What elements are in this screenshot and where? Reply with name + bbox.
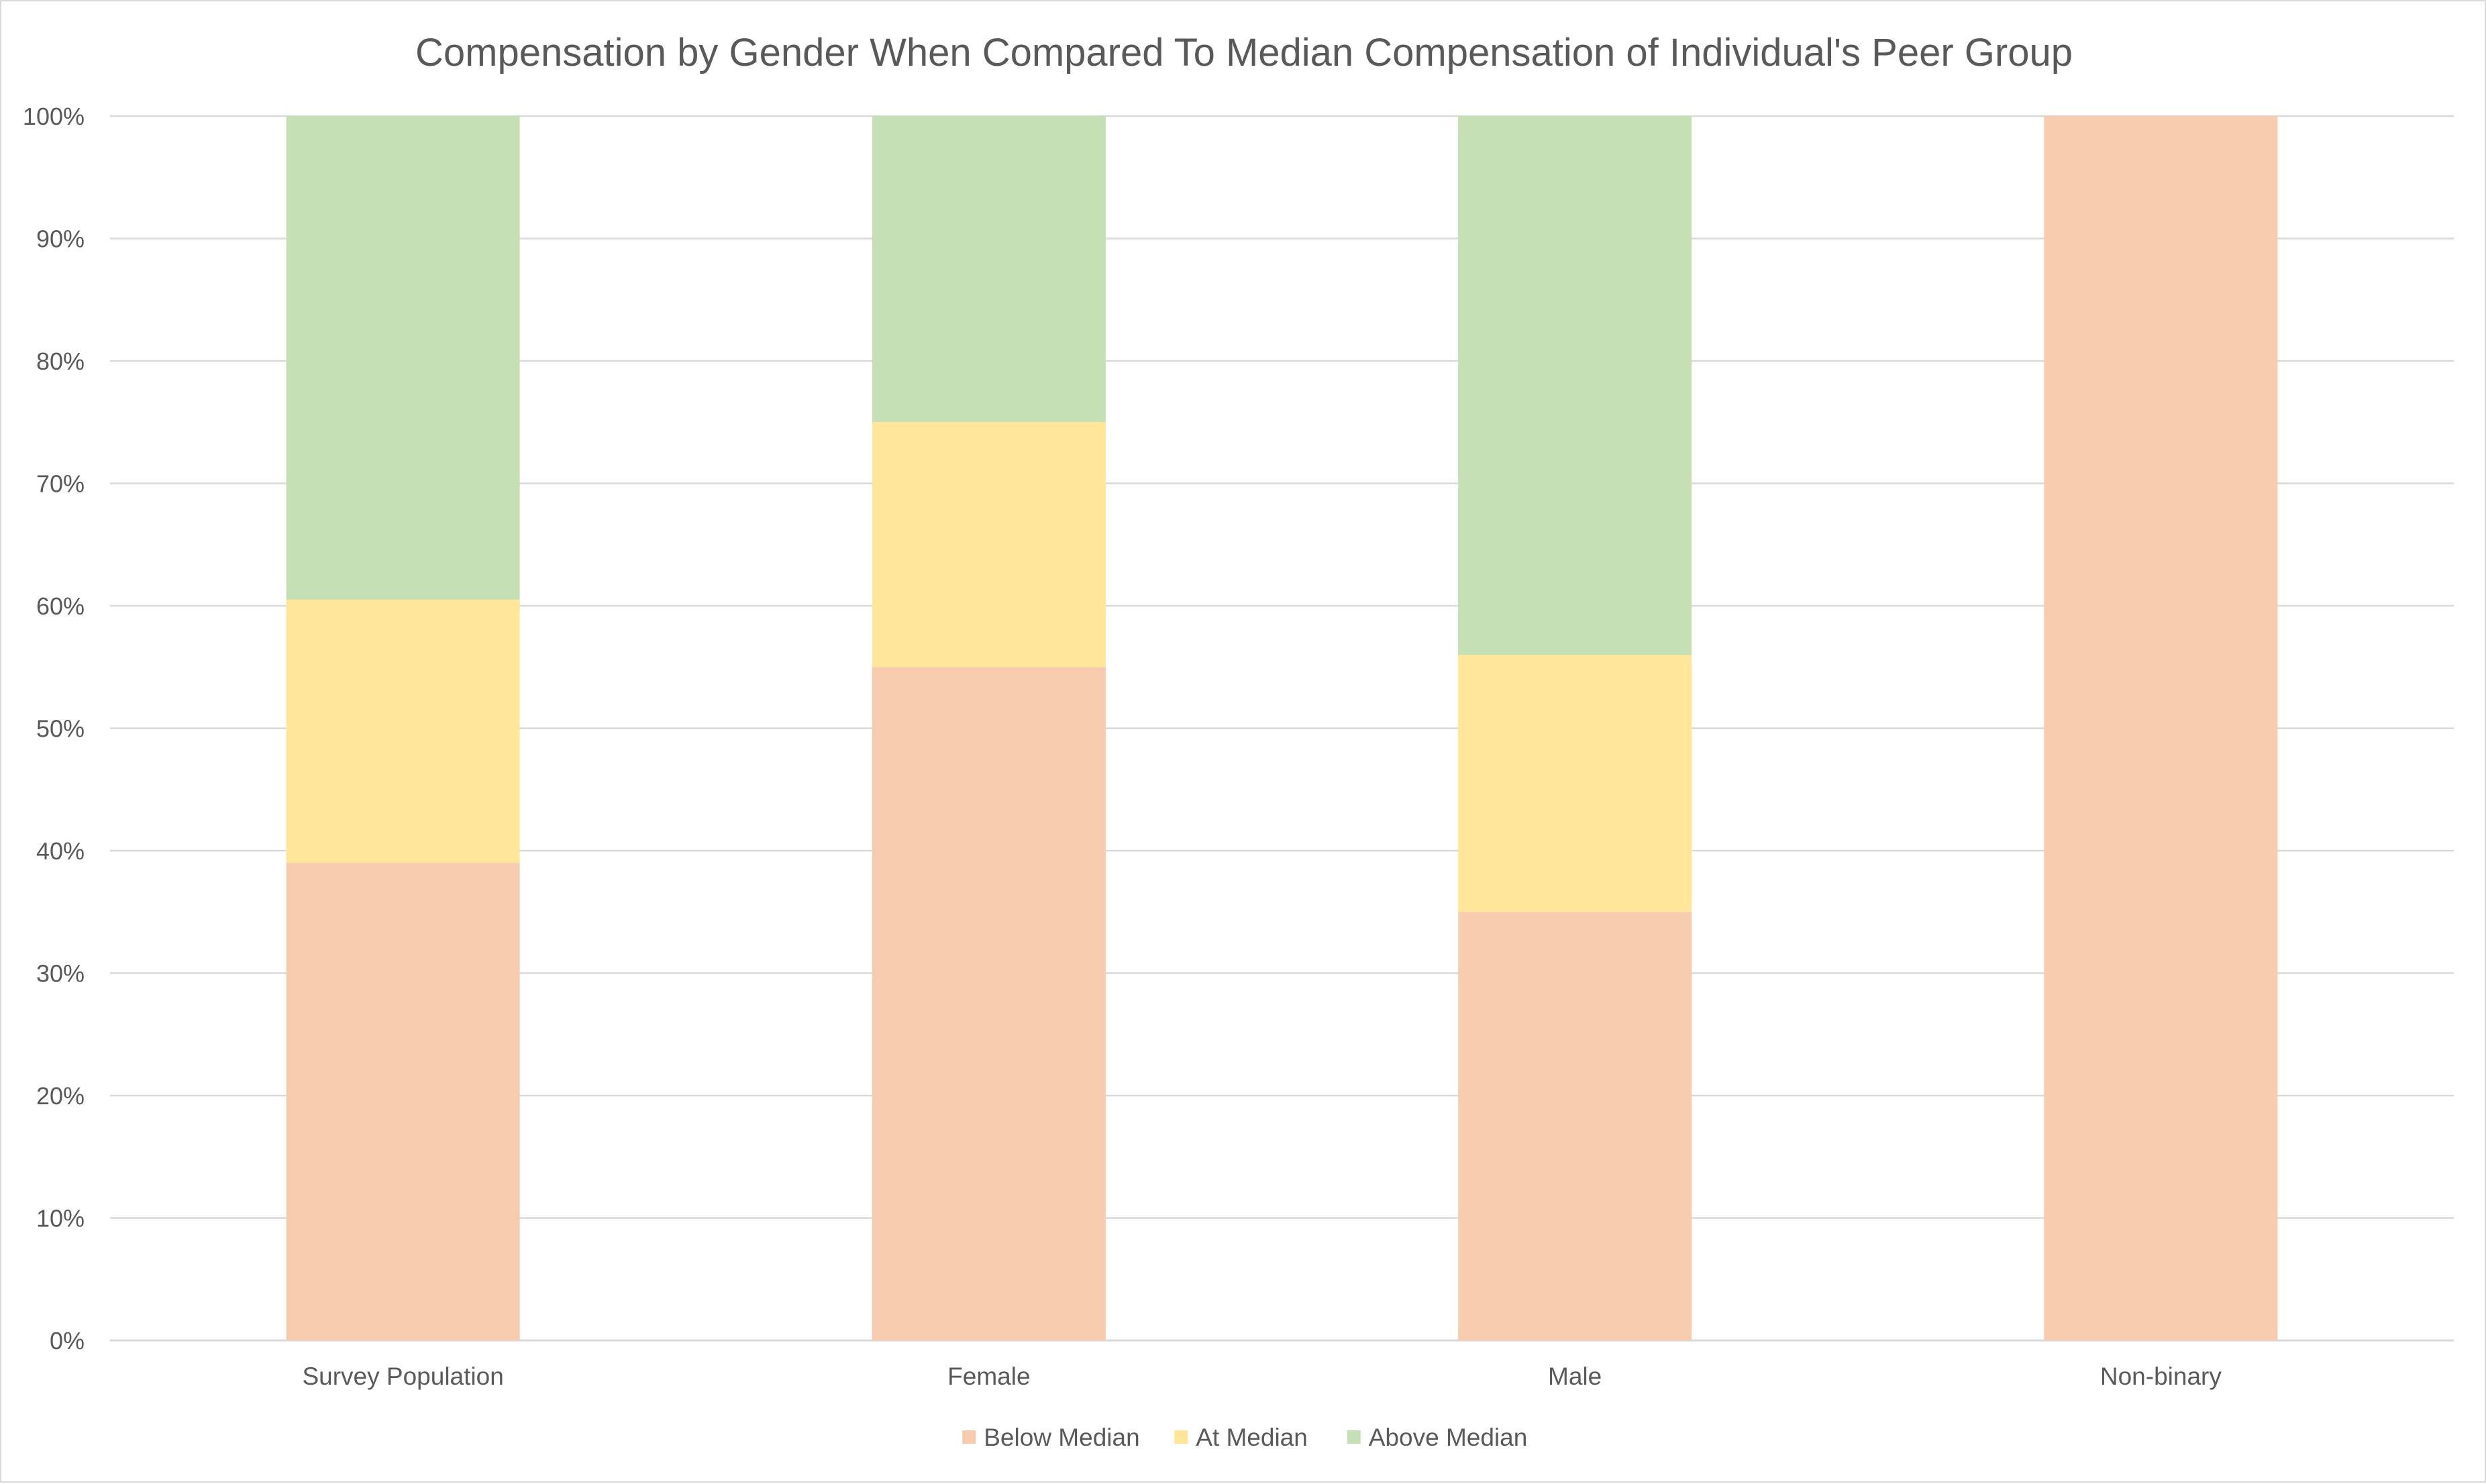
y-tick-label: 60% — [36, 592, 85, 620]
y-axis-tick-labels: 0% 10% 20% 30% 40% 50% 60% 70% 80% 90% 100% — [23, 103, 85, 1355]
y-tick-label: 80% — [36, 348, 85, 375]
legend-swatch — [1347, 1430, 1361, 1444]
legend-swatch — [962, 1430, 976, 1444]
x-category-label: Survey Population — [302, 1363, 503, 1390]
bar-stack — [2044, 116, 2278, 1340]
bar-segment-above-median — [1458, 116, 1692, 655]
chart-title: Compensation by Gender When Compared To … — [415, 31, 2073, 74]
legend-item: Above Median — [1347, 1424, 1528, 1451]
y-tick-label: 70% — [36, 470, 85, 498]
bar-segment-below-median — [1458, 912, 1692, 1340]
legend-item: Below Median — [962, 1424, 1140, 1451]
y-tick-label: 40% — [36, 837, 85, 865]
y-tick-label: 50% — [36, 715, 85, 743]
y-tick-label: 20% — [36, 1082, 85, 1110]
y-tick-label: 90% — [36, 225, 85, 253]
y-tick-label: 10% — [36, 1205, 85, 1232]
bar-segment-below-median — [286, 863, 520, 1340]
bar-segment-at-median — [286, 599, 520, 863]
bar-stack — [1458, 116, 1692, 1340]
x-category-label: Female — [947, 1363, 1030, 1390]
legend-label: Above Median — [1369, 1424, 1528, 1451]
bar-segment-above-median — [872, 116, 1106, 423]
bars — [286, 116, 2278, 1340]
legend-label: Below Median — [984, 1424, 1139, 1451]
bar-segment-at-median — [872, 422, 1106, 668]
bar-segment-above-median — [286, 116, 520, 600]
x-category-label: Non-binary — [2100, 1363, 2222, 1390]
x-category-label: Male — [1548, 1363, 1602, 1390]
bar-segment-below-median — [2044, 116, 2278, 1340]
bar-stack — [872, 116, 1106, 1340]
bar-segment-at-median — [1458, 655, 1692, 912]
legend: Below Median At Median Above Median — [962, 1424, 1527, 1451]
x-axis-category-labels: Survey Population Female Male Non-binary — [302, 1363, 2222, 1390]
bar-segment-below-median — [872, 667, 1106, 1340]
legend-swatch — [1174, 1430, 1188, 1444]
y-tick-label: 30% — [36, 960, 85, 988]
bar-stack — [286, 116, 520, 1340]
legend-label: At Median — [1196, 1424, 1308, 1451]
legend-item: At Median — [1174, 1424, 1308, 1451]
y-tick-label: 100% — [23, 103, 85, 130]
y-tick-label: 0% — [50, 1327, 85, 1355]
